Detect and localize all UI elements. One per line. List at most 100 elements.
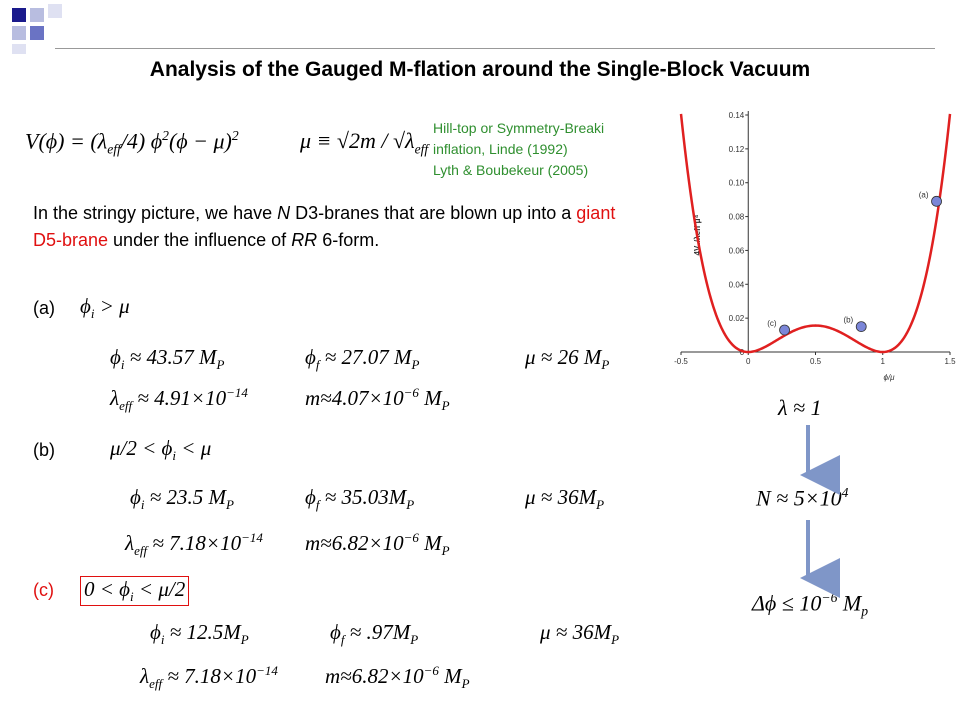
formula-part: ϕ (330, 620, 341, 644)
formula-part: μ ≈ 36M (540, 620, 612, 644)
note-line: Lyth & Boubekeur (2005) (433, 162, 589, 178)
formula-part: P (601, 357, 610, 373)
point (779, 324, 790, 336)
point (931, 195, 942, 207)
formula-part: ≈ 7.18×10 (147, 531, 242, 555)
formula-part: eff (149, 676, 163, 692)
formula-part: ≈ 35.03M (319, 485, 407, 509)
formula-part: ≈ 43.57 M (124, 345, 217, 369)
formula-part: ϕ (130, 485, 141, 509)
paragraph-part: under the influence of (108, 230, 292, 250)
formula-part: −14 (256, 663, 278, 678)
case-value: m≈6.82×10−6 MP (325, 663, 470, 692)
case-value: ϕf ≈ .97MP (330, 620, 418, 648)
formula-part: μ/2 < ϕ (110, 436, 173, 460)
formula-part: λ (125, 531, 135, 555)
case-label: (a) (33, 298, 55, 318)
formula-part: i (90, 306, 95, 322)
point (855, 321, 867, 333)
case-label: (c) (33, 580, 54, 600)
formula-part: P (226, 497, 234, 513)
formula-part: P (411, 357, 420, 373)
formula-part: P (406, 497, 415, 513)
formula-part: eff (134, 543, 148, 559)
note-line: inflation, Linde (1992) (433, 141, 568, 157)
y-tick-label: 0.06 (729, 246, 745, 255)
paragraph-part: N (277, 203, 291, 223)
paragraph-part: D3-branes that are blown up into a (290, 203, 577, 223)
title: Analysis of the Gauged M-flation around … (149, 58, 811, 81)
case-label: (b) (33, 440, 55, 460)
formula-part: P (461, 676, 470, 692)
formula-part: i (140, 497, 145, 513)
formula-part: m≈6.82×10 (305, 531, 404, 555)
formula-part: f (315, 497, 320, 513)
formula-part: /4) ϕ (120, 128, 163, 154)
formula-part: eff (414, 141, 429, 157)
paragraph-part: In the stringy picture, we have (33, 203, 278, 223)
formula-part: i (172, 448, 177, 464)
formula-part: eff (119, 398, 133, 414)
paragraph-part: 6-form. (317, 230, 380, 250)
mu-definition: μ ≡ √2m / √λeff (300, 128, 428, 157)
case-condition: 0 < ϕi < μ/2 (80, 576, 190, 607)
paragraph-part: RR (291, 230, 318, 250)
formula-part: P (410, 632, 419, 648)
formula-part: P (611, 632, 620, 648)
y-tick-label: 0.02 (729, 314, 745, 323)
formula-part: ≈ 4.91×10 (132, 386, 227, 410)
y-tick-label: 0.10 (729, 179, 745, 188)
note-line: Hill-top or Symmetry-Breaki (433, 120, 605, 136)
formula-part: M (438, 664, 462, 688)
formula-part: ≈ 12.5M (164, 620, 241, 644)
formula-part: M (837, 590, 862, 616)
formula-part: i (130, 589, 134, 605)
formula-part: V(ϕ) = (λ (25, 128, 108, 154)
potential-equation: V(ϕ) = (λeff/4) ϕ2(ϕ − μ)2 (25, 128, 239, 158)
case-value: μ ≈ 36MP (540, 620, 619, 648)
formula-part: P (596, 497, 605, 513)
y-tick-label: 0.04 (729, 280, 745, 289)
point-label: (a) (919, 190, 929, 199)
x-tick-label: 0.5 (810, 357, 822, 366)
potential-curve (679, 113, 952, 354)
formula-part: ϕ (305, 345, 316, 369)
formula-part: −14 (226, 385, 248, 400)
formula-part: ≈ .97M (344, 620, 411, 644)
case-value: ϕi ≈ 23.5 MP (130, 485, 234, 513)
formula-part: i (120, 357, 125, 373)
case-value: ϕi ≈ 43.57 MP (110, 345, 224, 373)
formula-part: −6 (403, 530, 419, 545)
case-value: ϕf ≈ 35.03MP (305, 485, 414, 513)
formula-part: p (861, 603, 869, 619)
formula-part: P (441, 398, 450, 414)
formula-part: ≈ 23.5 M (144, 485, 227, 509)
formula-part: λ (140, 664, 150, 688)
case-value: μ ≈ 36MP (525, 485, 604, 513)
case-condition: ϕi > μ (80, 294, 130, 322)
x-tick-label: -0.5 (674, 357, 688, 366)
potential-plot: -0.5 0 0.5 1 1.5 0 0.02 0.04 0.06 0.08 0.10 0.12 0.1… (674, 111, 956, 382)
y-tick-label: 0.12 (729, 145, 745, 154)
chain-item: λ ≈ 1 (778, 395, 822, 421)
formula-part: ϕ (305, 485, 316, 509)
logo (12, 4, 62, 54)
formula-part: 2 (231, 128, 239, 143)
formula-part: μ ≈ 36M (525, 485, 597, 509)
formula-part: 4 (841, 485, 849, 500)
case-value: λeff ≈ 7.18×10−14 (140, 663, 278, 692)
formula-part: λ ≈ 1 (778, 395, 822, 420)
formula-part: f (315, 357, 320, 373)
y-tick-label: 0.14 (729, 111, 745, 120)
x-tick-label: 1 (881, 357, 886, 366)
formula-part: ϕ (80, 294, 91, 318)
x-tick-label: 0 (746, 357, 751, 366)
formula-part: −6 (403, 385, 419, 400)
formula-part: −14 (241, 530, 263, 545)
formula-part: ≈ 7.18×10 (162, 664, 257, 688)
y-tick-label: 0.08 (729, 213, 745, 222)
case-value: ϕf ≈ 27.07 MP (305, 345, 419, 373)
arrows (800, 425, 840, 598)
formula-part: 0 < ϕ (84, 577, 131, 601)
